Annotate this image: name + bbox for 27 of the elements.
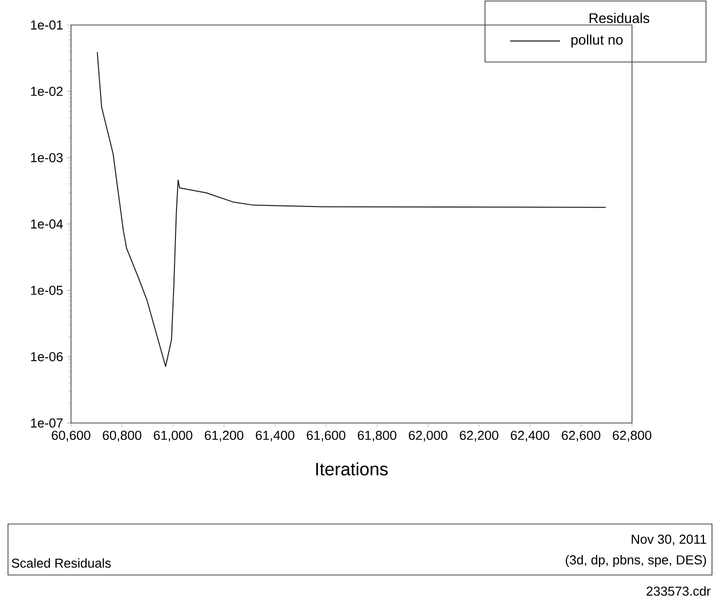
text: (3d, dp, pbns, spe, DES): [566, 554, 706, 568]
x-axis-title: Iterations: [316, 462, 388, 476]
x-tick-label: 60,600: [52, 430, 90, 442]
y-tick-label: 1e-06: [31, 352, 63, 362]
x-tick-label: 61,800: [358, 430, 396, 442]
y-tick-label: 1e-05: [31, 286, 63, 295]
text: Nov 30, 2011: [632, 534, 706, 546]
text: Scaled Residuals: [12, 558, 111, 568]
x-tick-label: 62,400: [510, 430, 550, 442]
y-tick-label: 1e-07: [31, 418, 63, 428]
y-tick-label: 1e-04: [31, 219, 63, 229]
x-tick-label: 61,200: [204, 430, 244, 442]
x-tick-label: 62,800: [612, 430, 652, 442]
x-tick-label: 61,000: [154, 430, 192, 442]
x-tick-label: 60,800: [102, 430, 142, 442]
y-tick-label: 1e-02: [31, 86, 63, 96]
x-tick-label: 62,200: [460, 430, 498, 442]
x-tick-label: 62,000: [408, 430, 448, 442]
x-tick-label: 61,600: [306, 430, 346, 442]
legend-title: Residuals: [590, 12, 650, 24]
legend-label: pollut no: [571, 34, 623, 48]
y-tick-label: 1e-01: [31, 20, 63, 30]
x-tick-label: 62,600: [562, 430, 600, 442]
y-tick-label: 1e-03: [31, 153, 63, 162]
x-tick-label: 61,400: [256, 430, 294, 442]
text: 233573.cdr: [646, 586, 711, 596]
line-series: [96, 52, 606, 368]
